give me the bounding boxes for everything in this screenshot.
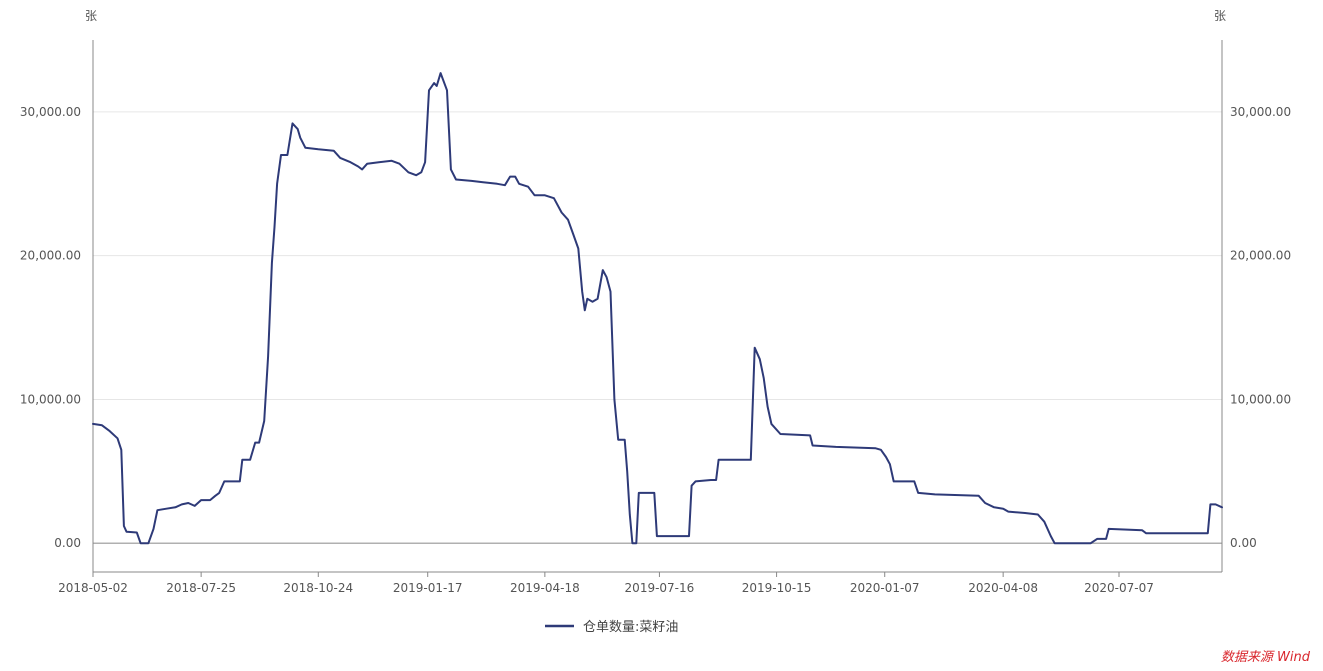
- x-tick-label: 2018-10-24: [283, 581, 353, 595]
- left-axis-unit: 张: [85, 9, 97, 23]
- y-tick-label-right: 20,000.00: [1230, 249, 1291, 263]
- y-tick-label-right: 0.00: [1230, 536, 1257, 550]
- x-tick-label: 2019-07-16: [625, 581, 695, 595]
- x-tick-label: 2018-05-02: [58, 581, 128, 595]
- legend-label: 仓单数量:菜籽油: [583, 620, 678, 635]
- x-tick-labels: 2018-05-02 2018-07-25 2018-10-24 2019-01-17…: [58, 572, 1154, 595]
- x-tick-label: 2019-10-15: [742, 581, 812, 595]
- y-tick-label-right: 10,000.00: [1230, 392, 1291, 406]
- x-tick-label: 2020-04-08: [968, 581, 1038, 595]
- gridlines: [93, 111, 1222, 544]
- y-tick-label-left: 30,000.00: [20, 105, 81, 119]
- legend: 仓单数量:菜籽油: [545, 620, 678, 635]
- x-tick-label: 2019-04-18: [510, 581, 580, 595]
- axes: [92, 40, 1223, 573]
- y-tick-labels-right: 0.00 10,000.00 20,000.00 30,000.00: [1230, 105, 1291, 550]
- x-tick-label: 2019-01-17: [393, 581, 463, 595]
- y-tick-label-left: 20,000.00: [20, 249, 81, 263]
- x-tick-label: 2018-07-25: [166, 581, 236, 595]
- y-tick-label-right: 30,000.00: [1230, 105, 1291, 119]
- source-label: 数据来源 Wind: [1221, 650, 1311, 665]
- y-tick-labels-left: 0.00 10,000.00 20,000.00 30,000.00: [20, 105, 81, 550]
- series-line: [92, 72, 1223, 545]
- x-tick-label: 2020-01-07: [850, 581, 920, 595]
- y-tick-label-left: 10,000.00: [20, 392, 81, 406]
- series-layer: [92, 72, 1223, 545]
- right-axis-unit: 张: [1214, 9, 1226, 23]
- y-tick-label-left: 0.00: [54, 536, 81, 550]
- x-tick-label: 2020-07-07: [1084, 581, 1154, 595]
